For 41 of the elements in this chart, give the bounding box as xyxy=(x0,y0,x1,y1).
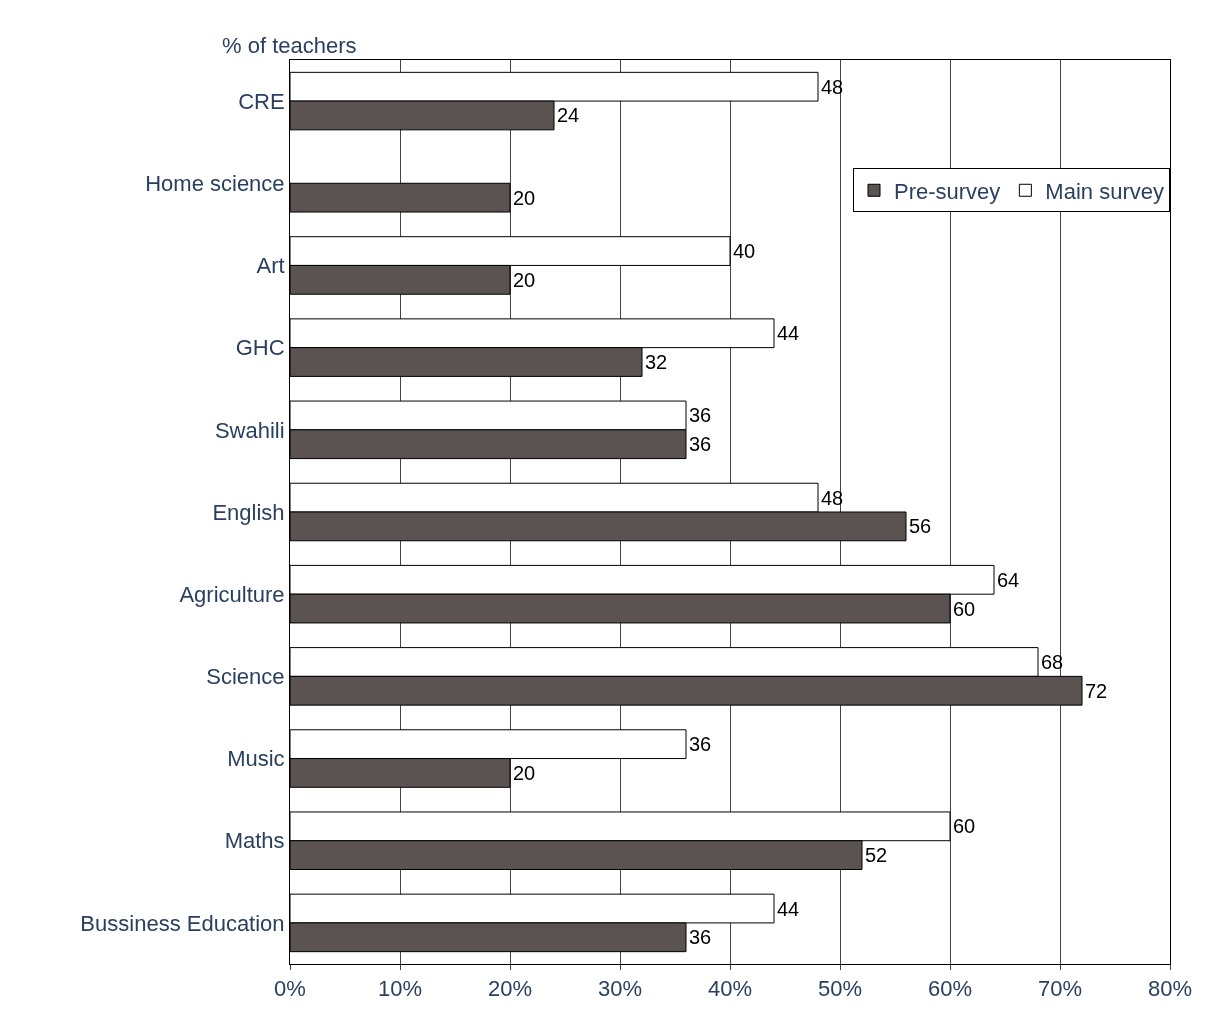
x-tick-label: 70% xyxy=(1037,976,1083,1002)
data-label: 60 xyxy=(953,815,976,838)
y-tick-label: Music xyxy=(227,746,285,772)
data-label: 56 xyxy=(909,515,932,538)
y-tick-label: Agriculture xyxy=(179,581,285,607)
x-tick-label: 30% xyxy=(597,976,643,1002)
data-label: 36 xyxy=(689,404,712,427)
y-tick-label: CRE xyxy=(238,88,285,114)
data-label: 36 xyxy=(689,926,712,949)
y-tick-label: Art xyxy=(256,253,285,279)
legend-label: Main survey xyxy=(1045,178,1164,204)
data-label: 24 xyxy=(557,104,580,127)
data-label: 36 xyxy=(689,433,712,456)
data-label: 32 xyxy=(645,351,668,374)
x-tick-label: 0% xyxy=(274,976,306,1002)
data-label: 60 xyxy=(953,597,976,620)
data-label: 44 xyxy=(777,897,800,920)
x-tick-label: 40% xyxy=(707,976,753,1002)
x-tick-label: 60% xyxy=(927,976,973,1002)
data-label: 52 xyxy=(865,844,888,867)
x-tick-label: 50% xyxy=(817,976,863,1002)
y-tick-label: Swahili xyxy=(214,417,285,443)
x-tick-label: 80% xyxy=(1147,976,1193,1002)
data-label: 36 xyxy=(689,733,712,756)
y-tick-label: Home science xyxy=(145,170,285,196)
data-label: 20 xyxy=(513,186,536,209)
legend-label: Pre-survey xyxy=(894,178,1001,204)
y-tick-label: GHC xyxy=(235,335,285,361)
y-tick-label: Bussiness Education xyxy=(80,910,285,936)
y-tick-label: Science xyxy=(206,664,285,690)
data-label: 72 xyxy=(1085,679,1108,702)
y-tick-label: English xyxy=(212,499,285,525)
y-tick-label: Maths xyxy=(224,828,285,854)
x-tick-label: 10% xyxy=(377,976,423,1002)
x-tick-label: 20% xyxy=(487,976,533,1002)
data-label: 64 xyxy=(997,568,1020,591)
data-label: 20 xyxy=(513,268,536,291)
data-label: 44 xyxy=(777,322,800,345)
data-label: 20 xyxy=(513,761,536,784)
data-label: 40 xyxy=(733,240,756,263)
y-axis-title: % of teachers xyxy=(222,33,357,58)
